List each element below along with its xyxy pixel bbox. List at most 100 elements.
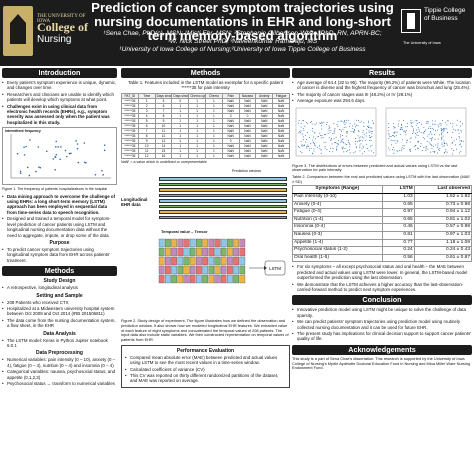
scatter-point <box>362 139 364 141</box>
scatter-point <box>360 139 362 141</box>
figure-3-left-plot <box>295 107 377 156</box>
scatter-point <box>355 119 357 121</box>
scatter-point <box>306 145 308 147</box>
figure-1-point <box>57 146 59 149</box>
scatter-point <box>330 129 332 131</box>
figure-1-point <box>59 158 61 161</box>
figure-1-point <box>16 153 19 155</box>
scatter-point <box>452 153 454 155</box>
scatter-point <box>336 142 338 144</box>
scatter-point <box>308 136 310 138</box>
scatter-point <box>441 137 443 139</box>
scatter-point <box>460 129 462 131</box>
figure-1-point <box>52 158 55 160</box>
figure-2-study-design-diagram: Prediction window Longitudinal EHR data … <box>121 167 290 317</box>
scatter-point <box>413 128 415 130</box>
scatter-point <box>406 139 408 141</box>
scatter-point <box>329 126 331 128</box>
scatter-point <box>422 136 424 138</box>
scatter-point <box>437 124 439 126</box>
table-cell: 0.61 ± 0.87 <box>413 253 473 263</box>
scatter-point <box>343 120 345 122</box>
scatter-point <box>343 151 345 153</box>
scatter-point <box>425 149 427 151</box>
table-cell: 0.46 <box>381 223 415 232</box>
scatter-point <box>371 135 373 137</box>
scatter-point <box>417 141 419 143</box>
scatter-point <box>452 122 454 124</box>
scatter-point <box>404 131 406 133</box>
scatter-point <box>441 128 443 130</box>
scatter-point <box>439 122 441 124</box>
scatter-point <box>356 140 358 142</box>
scatter-point <box>404 130 406 132</box>
scatter-point <box>357 134 359 136</box>
scatter-point <box>368 136 370 138</box>
table-row: ******35 11 15 1 1 1 NaN NaN NaN NaN <box>121 147 290 154</box>
tensor-cell <box>196 248 202 257</box>
scatter-point <box>415 124 417 126</box>
scatter-point <box>332 150 334 152</box>
scatter-point <box>457 129 459 131</box>
tensor-cell <box>220 239 227 248</box>
scatter-point <box>305 147 307 149</box>
methods-heading-left: Methods <box>2 266 117 277</box>
table-1-column-header: Chemo cycle <box>188 92 206 99</box>
tensor-cell <box>177 275 184 284</box>
scatter-point <box>433 123 435 125</box>
scatter-point <box>342 128 344 130</box>
scatter-point <box>416 131 418 133</box>
scatter-point <box>393 131 395 133</box>
table-cell: NaN <box>255 152 274 159</box>
scatter-point <box>345 143 347 145</box>
scatter-point <box>358 129 360 131</box>
table-row: Psychosocial status (1-2) 0.24 0.24 ± 0.43 <box>292 246 473 255</box>
scatter-point <box>318 145 320 147</box>
scatter-point <box>438 134 440 136</box>
scatter-point <box>425 128 427 130</box>
table-cell: 0.56 <box>381 253 415 263</box>
table-cell: 0.24 ± 0.43 <box>413 246 473 255</box>
scatter-point <box>417 140 419 142</box>
arrow-head-icon <box>264 266 267 271</box>
acknowledgements-heading: Acknowledgements <box>292 344 472 355</box>
tensor-cell <box>189 257 196 266</box>
scatter-point <box>332 147 334 149</box>
scatter-point <box>335 141 337 143</box>
scatter-point <box>400 123 402 125</box>
scatter-point <box>455 148 457 150</box>
scatter-point <box>341 138 343 140</box>
scatter-point <box>441 142 443 144</box>
scatter-point <box>438 148 440 150</box>
scatter-point <box>371 150 373 152</box>
scatter-point <box>313 136 315 138</box>
table-cell: 0.57 ± 0.98 <box>413 223 473 232</box>
tensor-cell <box>202 275 208 284</box>
tensor-cell <box>189 275 196 284</box>
scatter-point <box>348 149 350 151</box>
scatter-point <box>430 127 432 129</box>
table-cell: 0.24 <box>381 246 415 255</box>
table-cell: 0.81 ± 1.02 <box>413 215 473 225</box>
scatter-point <box>302 132 304 134</box>
scatter-point <box>345 122 347 124</box>
scatter-point <box>437 138 439 140</box>
scatter-point <box>320 152 322 154</box>
scatter-point <box>336 148 338 150</box>
scatter-point <box>367 126 369 128</box>
table-cell: 1.03 <box>381 193 415 202</box>
ehr-timelines <box>159 177 287 221</box>
scatter-point <box>402 144 404 146</box>
table-cell: Oral health (1-5) <box>292 253 383 263</box>
scatter-point <box>320 122 322 124</box>
scatter-point <box>327 132 329 134</box>
scatter-point <box>368 149 370 151</box>
table-cell: 1 <box>204 152 223 159</box>
scatter-point <box>339 135 341 137</box>
tensor-cell <box>202 257 208 266</box>
figure-1-point <box>29 139 31 141</box>
table-2-comparison: Symptoms (Range) LSTM Last observed Pain in… <box>292 185 473 263</box>
scatter-point <box>449 122 451 124</box>
table-cell: 0.97 <box>381 208 415 217</box>
tensor-cell <box>208 275 215 284</box>
